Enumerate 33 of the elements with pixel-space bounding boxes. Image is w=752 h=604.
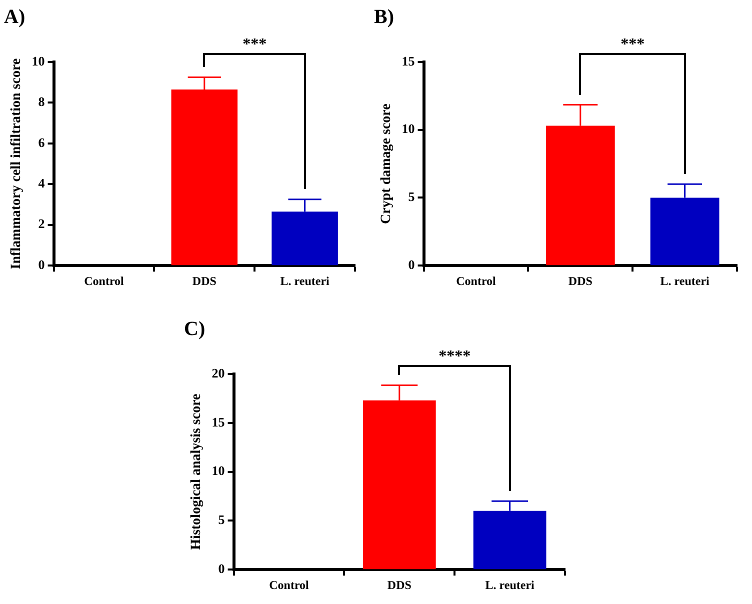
y-tick-label: 0: [38, 256, 45, 272]
y-tick-label: 4: [38, 176, 46, 191]
chart-title: B): [374, 6, 394, 28]
x-tick-label: Control: [269, 578, 310, 592]
chart-title: C): [184, 318, 206, 340]
x-tick-label: L. reuteri: [485, 578, 536, 592]
x-tick-label: L. reuteri: [280, 274, 330, 288]
y-tick-label: 10: [402, 121, 415, 136]
y-tick-label: 8: [38, 94, 46, 110]
y-axis-title: Crypt damage score: [379, 104, 394, 224]
y-tick-label: 10: [212, 463, 225, 478]
x-tick-label: DDS: [387, 578, 412, 592]
y-axis-title: Inflammatory cell infiltration score: [9, 58, 24, 270]
y-tick-label: 20: [212, 365, 225, 380]
text: ***: [620, 36, 645, 54]
y-tick-label: 5: [408, 189, 416, 204]
text: ***: [242, 36, 267, 54]
y-tick-label: 6: [38, 134, 46, 150]
text: ****: [438, 348, 471, 366]
y-axis-title: Histological analysis score: [189, 394, 204, 550]
y-tick-label: 2: [38, 216, 45, 232]
x-tick-label: DDS: [568, 274, 593, 288]
y-tick-label: 15: [212, 414, 226, 430]
x-tick-label: Control: [84, 274, 125, 288]
x-tick-label: L. reuteri: [660, 274, 710, 288]
y-tick-label: 5: [218, 512, 226, 528]
y-tick-label: 0: [408, 256, 415, 272]
y-tick-label: 0: [218, 560, 225, 576]
y-tick-label: 10: [32, 53, 45, 68]
x-tick-label: Control: [456, 274, 497, 288]
chart-title: A): [4, 6, 26, 28]
x-tick-label: DDS: [192, 274, 217, 288]
y-tick-label: 15: [402, 53, 416, 68]
